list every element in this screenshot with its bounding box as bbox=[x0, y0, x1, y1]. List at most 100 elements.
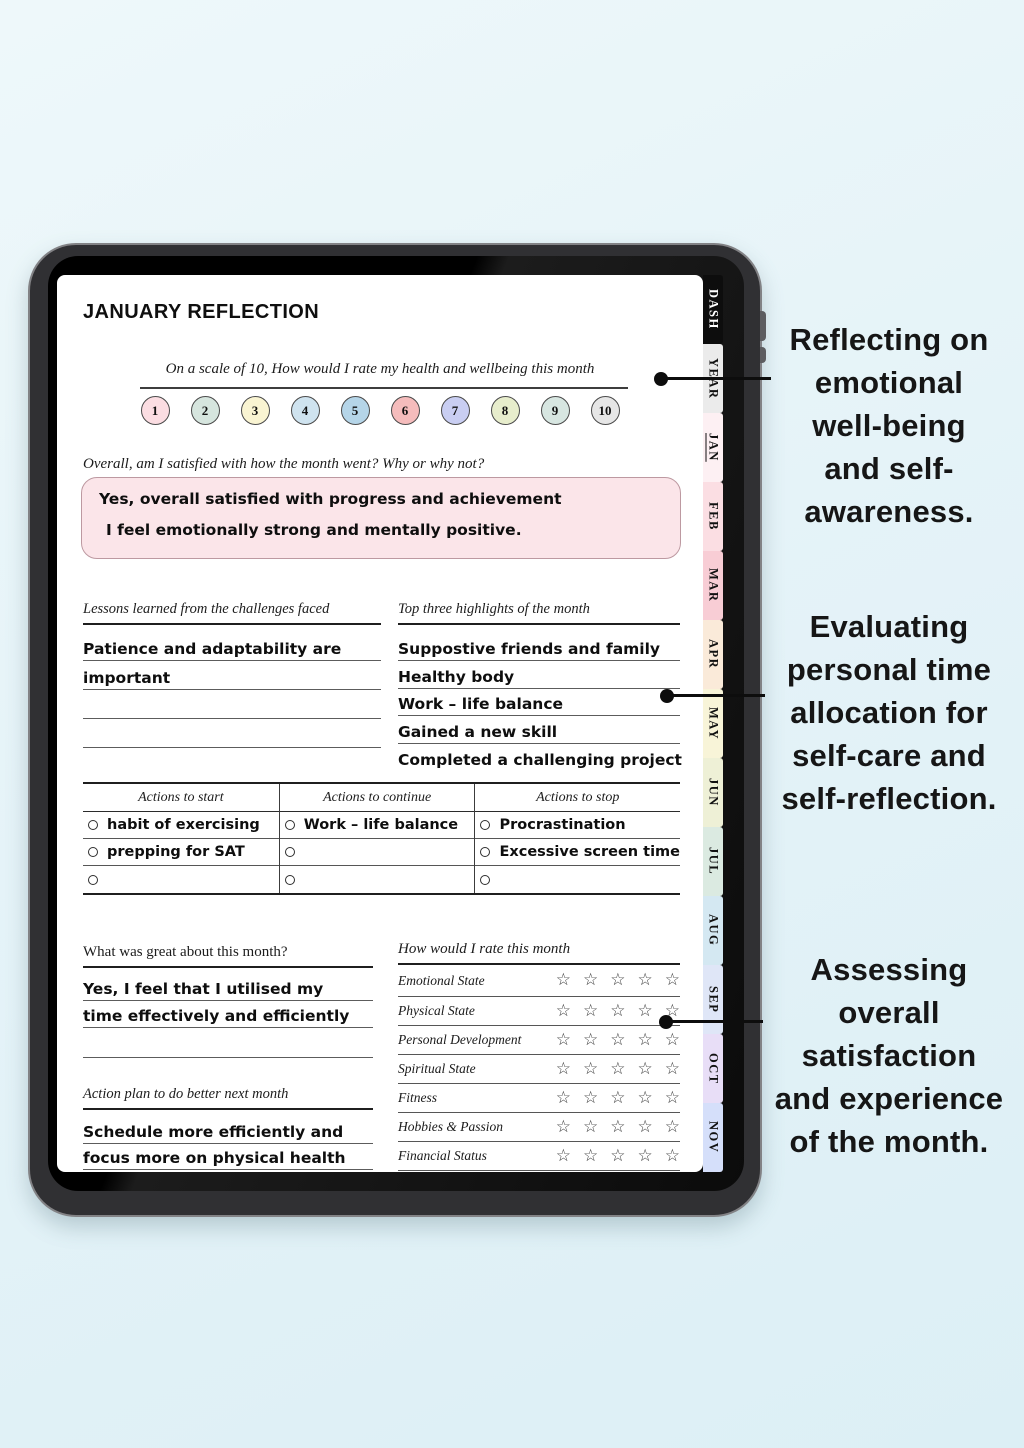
scale-option-6[interactable]: 6 bbox=[390, 396, 420, 425]
tab-dash[interactable]: DASH bbox=[703, 275, 723, 344]
tab-may[interactable]: MAY bbox=[703, 689, 723, 758]
tab-mar[interactable]: MAR bbox=[703, 551, 723, 620]
action-item[interactable] bbox=[475, 866, 680, 893]
radio-circle-icon[interactable] bbox=[480, 874, 491, 885]
writing-line[interactable]: Yes, I feel that I utilised my bbox=[83, 968, 373, 1001]
star-icon[interactable]: ☆ bbox=[610, 1058, 626, 1079]
rating-category-label: Fitness bbox=[398, 1090, 437, 1105]
star-icon[interactable]: ☆ bbox=[555, 1058, 571, 1079]
action-item[interactable] bbox=[280, 866, 475, 893]
radio-circle-icon[interactable] bbox=[88, 847, 98, 857]
star-icon[interactable]: ☆ bbox=[610, 970, 626, 990]
radio-circle-icon[interactable] bbox=[88, 820, 98, 830]
star-icon[interactable]: ☆ bbox=[610, 1116, 626, 1137]
star-icon[interactable]: ☆ bbox=[637, 1029, 653, 1050]
star-icon[interactable]: ☆ bbox=[555, 1029, 571, 1050]
writing-line[interactable]: Work – life balance bbox=[398, 689, 680, 716]
star-icon[interactable]: ☆ bbox=[555, 970, 571, 990]
writing-line[interactable]: focus more on physical health bbox=[83, 1144, 373, 1170]
scale-option-8[interactable]: 8 bbox=[490, 396, 520, 425]
action-item[interactable]: Work – life balance bbox=[279, 812, 475, 839]
star-icon[interactable]: ☆ bbox=[610, 1029, 626, 1050]
tab-oct[interactable]: OCT bbox=[703, 1034, 723, 1103]
star-icon[interactable]: ☆ bbox=[637, 1000, 653, 1021]
great-section: What was great about this month? Yes, I … bbox=[83, 944, 373, 1058]
star-icon[interactable]: ☆ bbox=[664, 1029, 680, 1050]
writing-line[interactable]: Patience and adaptability are bbox=[83, 625, 381, 661]
star-icon[interactable]: ☆ bbox=[637, 970, 653, 990]
action-item[interactable]: Procrastination bbox=[475, 812, 680, 839]
scale-option-number: 9 bbox=[551, 402, 559, 418]
tab-jun[interactable]: JUN bbox=[703, 758, 723, 827]
action-item[interactable]: habit of exercising bbox=[83, 812, 279, 839]
writing-line[interactable]: Suppostive friends and family bbox=[398, 625, 680, 661]
writing-line[interactable]: important bbox=[83, 661, 381, 690]
star-icon[interactable]: ☆ bbox=[583, 1058, 599, 1079]
scale-option-5[interactable]: 5 bbox=[340, 396, 370, 425]
star-icon[interactable]: ☆ bbox=[664, 1087, 680, 1108]
star-icon[interactable]: ☆ bbox=[637, 1145, 653, 1166]
scale-option-9[interactable]: 9 bbox=[540, 396, 570, 425]
star-icon[interactable]: ☆ bbox=[664, 1145, 680, 1166]
star-icon[interactable]: ☆ bbox=[637, 1116, 653, 1137]
star-icon[interactable]: ☆ bbox=[637, 1087, 653, 1108]
radio-circle-icon[interactable] bbox=[284, 820, 295, 830]
handwritten-text: Healthy body bbox=[398, 668, 515, 686]
tab-jan[interactable]: JAN bbox=[703, 413, 723, 482]
radio-circle-icon[interactable] bbox=[88, 874, 98, 885]
scale-option-3[interactable]: 3 bbox=[240, 396, 270, 425]
action-item[interactable]: prepping for SAT bbox=[83, 839, 279, 866]
rating-category-label: Emotional State bbox=[398, 972, 485, 988]
star-icon[interactable]: ☆ bbox=[664, 1058, 680, 1079]
action-item[interactable] bbox=[83, 866, 279, 893]
radio-circle-icon[interactable] bbox=[284, 847, 295, 857]
writing-line[interactable]: Schedule more efficiently and bbox=[83, 1110, 373, 1144]
star-icon[interactable]: ☆ bbox=[555, 1116, 571, 1137]
scale-option-7[interactable]: 7 bbox=[440, 396, 470, 425]
star-icon[interactable]: ☆ bbox=[664, 1116, 680, 1137]
star-icon[interactable]: ☆ bbox=[664, 970, 680, 990]
star-icon[interactable]: ☆ bbox=[637, 1058, 653, 1079]
writing-line[interactable]: Healthy body bbox=[398, 661, 680, 689]
action-item[interactable] bbox=[279, 839, 475, 866]
handwritten-text: time effectively and efficiently bbox=[83, 1007, 350, 1025]
tab-aug[interactable]: AUG bbox=[703, 896, 723, 965]
scale-option-1[interactable]: 1 bbox=[140, 396, 170, 425]
tab-apr[interactable]: APR bbox=[703, 620, 723, 689]
scale-option-2[interactable]: 2 bbox=[190, 396, 220, 425]
star-icon[interactable]: ☆ bbox=[583, 970, 599, 990]
handwritten-text: focus more on physical health bbox=[83, 1149, 346, 1167]
tab-jul[interactable]: JUL bbox=[703, 827, 723, 896]
star-icon[interactable]: ☆ bbox=[610, 1000, 626, 1021]
star-icon[interactable]: ☆ bbox=[555, 1145, 571, 1166]
star-icon[interactable]: ☆ bbox=[664, 1000, 680, 1021]
star-icon[interactable]: ☆ bbox=[610, 1145, 626, 1166]
star-icon[interactable]: ☆ bbox=[583, 1000, 599, 1021]
star-icon[interactable]: ☆ bbox=[610, 1087, 626, 1108]
rating-category-label: Financial Status bbox=[398, 1148, 487, 1163]
scale-option-10[interactable]: 10 bbox=[590, 396, 620, 425]
star-icon[interactable]: ☆ bbox=[583, 1116, 599, 1137]
writing-line[interactable] bbox=[83, 1028, 373, 1058]
star-icon[interactable]: ☆ bbox=[583, 1145, 599, 1166]
tab-sep[interactable]: SEP bbox=[703, 965, 723, 1034]
radio-circle-icon[interactable] bbox=[284, 874, 295, 885]
action-item[interactable]: Excessive screen time bbox=[475, 839, 680, 866]
scale-option-4[interactable]: 4 bbox=[290, 396, 320, 425]
writing-line[interactable] bbox=[83, 690, 381, 719]
star-icon[interactable]: ☆ bbox=[583, 1087, 599, 1108]
star-icon[interactable]: ☆ bbox=[555, 1087, 571, 1108]
writing-line[interactable]: Completed a challenging project bbox=[398, 744, 682, 771]
radio-circle-icon[interactable] bbox=[480, 847, 491, 857]
writing-line[interactable] bbox=[83, 719, 381, 748]
overall-answer-box[interactable]: Yes, overall satisfied with progress and… bbox=[81, 477, 681, 559]
month-tab-bar: DASHYEARJANFEBMARAPRMAYJUNJULAUGSEPOCTNO… bbox=[703, 275, 723, 1172]
tab-feb[interactable]: FEB bbox=[703, 482, 723, 551]
rating-row: Personal Development ☆ ☆ ☆ ☆ ☆ bbox=[398, 1026, 680, 1055]
star-icon[interactable]: ☆ bbox=[555, 1000, 571, 1021]
writing-line[interactable]: time effectively and efficiently bbox=[83, 1001, 373, 1028]
star-icon[interactable]: ☆ bbox=[583, 1029, 599, 1050]
writing-line[interactable]: Gained a new skill bbox=[398, 716, 680, 744]
tab-nov[interactable]: NOV bbox=[703, 1103, 723, 1172]
radio-circle-icon[interactable] bbox=[480, 820, 491, 830]
